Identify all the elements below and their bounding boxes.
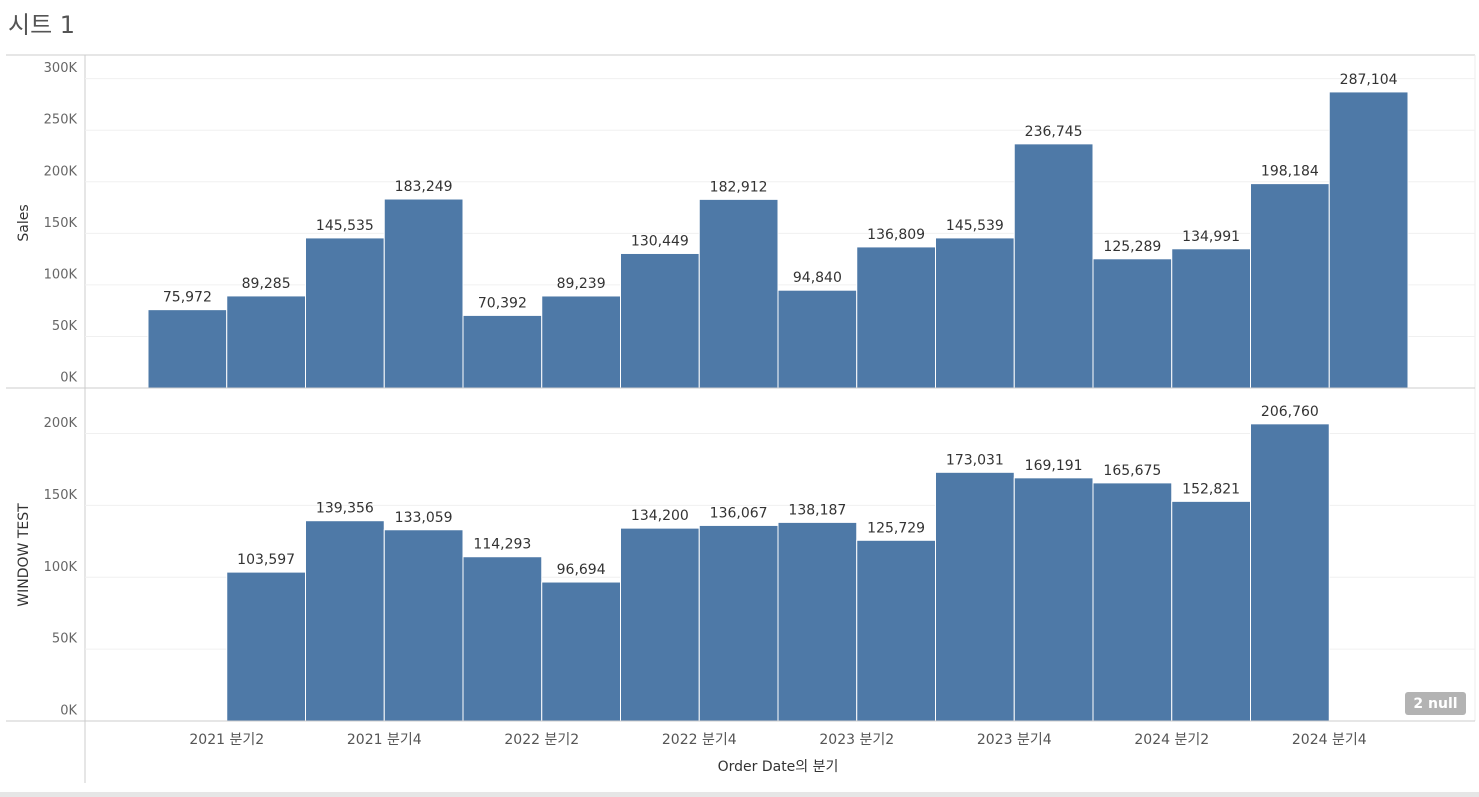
value-label: 198,184 (1261, 164, 1319, 180)
bar (777, 521, 858, 722)
x-tick-label: 2021 분기2 (189, 732, 264, 748)
bar (620, 527, 700, 722)
y-tick-label: 100K (44, 267, 78, 282)
y-axis-title: Sales (16, 204, 32, 241)
bar (856, 539, 936, 722)
bar (383, 198, 464, 389)
sheet-title: 시트 1 (8, 11, 75, 39)
bar (226, 571, 306, 722)
value-label: 114,293 (473, 537, 531, 553)
x-tick-label: 2024 분기2 (1134, 732, 1209, 748)
value-label: 96,694 (557, 562, 606, 578)
null-badge (1405, 692, 1466, 715)
bar (698, 524, 779, 722)
bar (462, 314, 543, 389)
value-label: 145,535 (316, 218, 374, 234)
value-label: 138,187 (788, 502, 846, 518)
value-label: 70,392 (478, 295, 527, 311)
value-label: 103,597 (237, 552, 295, 568)
value-label: 287,104 (1340, 72, 1398, 88)
bar (777, 289, 858, 389)
bar (856, 246, 936, 389)
bar (383, 529, 464, 722)
bar (305, 237, 385, 389)
value-label: 134,991 (1182, 229, 1240, 245)
value-label: 236,745 (1025, 124, 1083, 140)
value-label: 125,729 (867, 520, 925, 536)
y-tick-label: 0K (60, 371, 77, 386)
bottom-bar (0, 792, 1479, 797)
bar (1328, 91, 1409, 389)
bar (1171, 248, 1251, 389)
y-tick-label: 50K (52, 632, 78, 647)
bar (1250, 183, 1330, 389)
bar (935, 471, 1015, 722)
x-tick-label: 2023 분기4 (977, 732, 1052, 748)
y-tick-label: 0K (60, 704, 77, 719)
value-label: 152,821 (1182, 481, 1240, 497)
x-tick-label: 2022 분기2 (504, 732, 579, 748)
y-tick-label: 250K (44, 113, 78, 128)
bar (935, 237, 1015, 389)
y-axis-title: WINDOW TEST (16, 503, 32, 607)
x-tick-label: 2022 분기4 (662, 732, 737, 748)
value-label: 136,809 (867, 227, 925, 243)
value-label: 136,067 (710, 505, 768, 521)
bar (1171, 500, 1251, 722)
bar (1092, 482, 1173, 722)
value-label: 169,191 (1025, 458, 1083, 474)
bar (226, 295, 306, 389)
y-tick-label: 200K (44, 416, 78, 431)
null-indicator: 2 null (1413, 696, 1457, 712)
value-label: 125,289 (1103, 239, 1161, 255)
bar (462, 556, 543, 722)
value-label: 89,285 (242, 276, 291, 292)
value-label: 182,912 (710, 179, 768, 195)
value-label: 165,675 (1103, 463, 1161, 479)
bar (147, 309, 228, 389)
bar (305, 520, 385, 722)
value-label: 145,539 (946, 218, 1004, 234)
value-label: 183,249 (395, 179, 453, 195)
y-tick-label: 300K (44, 61, 78, 76)
bar (1092, 258, 1173, 389)
y-tick-label: 200K (44, 164, 78, 179)
y-tick-label: 100K (44, 560, 78, 575)
bar (1250, 423, 1330, 722)
y-tick-label: 150K (44, 488, 78, 503)
value-label: 139,356 (316, 501, 374, 517)
bar (541, 295, 621, 389)
x-axis-title: Order Date의 분기 (718, 759, 839, 775)
bar (698, 198, 779, 389)
x-tick-label: 2024 분기4 (1292, 732, 1367, 748)
value-label: 173,031 (946, 452, 1004, 468)
bar (1013, 477, 1094, 722)
value-label: 133,059 (395, 510, 453, 526)
bar (1013, 143, 1094, 389)
x-tick-label: 2023 분기2 (819, 732, 894, 748)
value-label: 134,200 (631, 508, 689, 524)
value-label: 94,840 (793, 270, 842, 286)
value-label: 89,239 (557, 276, 606, 292)
bar (541, 581, 621, 722)
x-tick-label: 2021 분기4 (347, 732, 422, 748)
value-label: 75,972 (163, 290, 212, 306)
y-tick-label: 150K (44, 216, 78, 231)
y-tick-label: 50K (52, 319, 78, 334)
value-label: 206,760 (1261, 404, 1319, 420)
value-label: 130,449 (631, 233, 689, 249)
bar (620, 252, 700, 389)
